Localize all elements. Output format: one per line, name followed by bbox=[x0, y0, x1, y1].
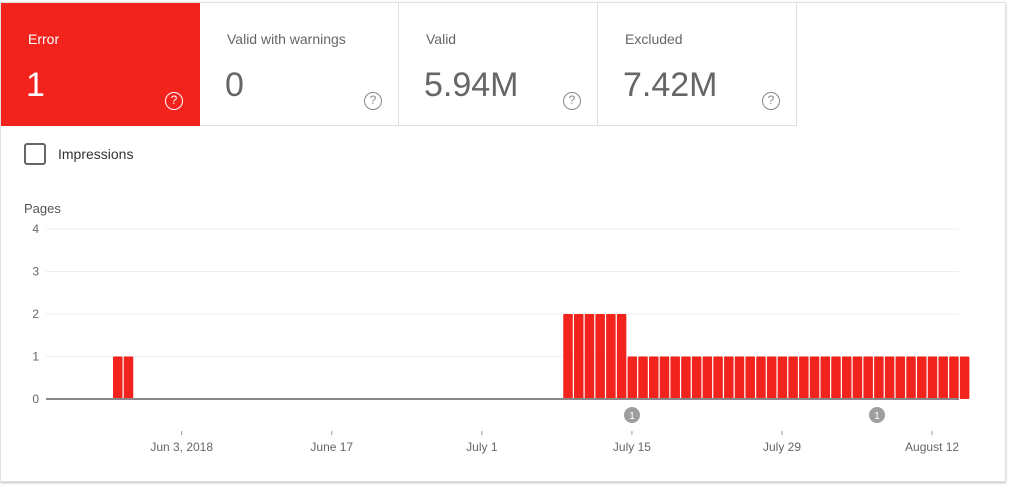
tile-label: Error bbox=[28, 31, 60, 47]
x-tick-label: July 1 bbox=[466, 440, 498, 454]
x-tick-label: July 15 bbox=[613, 440, 651, 454]
bar[interactable] bbox=[595, 314, 605, 399]
status-tiles: Error 1 ? Valid with warnings 0 ? Valid … bbox=[1, 3, 797, 126]
bar[interactable] bbox=[606, 314, 616, 399]
tile-value: 5.94M bbox=[424, 66, 519, 104]
bar[interactable] bbox=[745, 356, 755, 400]
bar[interactable] bbox=[563, 314, 573, 399]
bar[interactable] bbox=[927, 356, 938, 400]
impressions-checkbox[interactable] bbox=[24, 143, 46, 165]
bar[interactable] bbox=[649, 356, 659, 400]
annotation-label: 1 bbox=[629, 411, 635, 422]
y-tick-label: 0 bbox=[32, 392, 39, 406]
bar[interactable] bbox=[831, 356, 841, 400]
bar[interactable] bbox=[809, 356, 820, 400]
tile-error[interactable]: Error 1 ? bbox=[1, 3, 200, 126]
y-axis-label: Pages bbox=[24, 201, 61, 216]
y-tick-label: 4 bbox=[32, 222, 39, 236]
bar[interactable] bbox=[756, 356, 766, 400]
bar[interactable] bbox=[123, 356, 134, 400]
bar[interactable] bbox=[713, 356, 723, 400]
tile-excluded[interactable]: Excluded 7.42M ? bbox=[598, 3, 797, 126]
bar[interactable] bbox=[895, 356, 906, 400]
bar[interactable] bbox=[627, 356, 638, 400]
tile-label: Excluded bbox=[625, 31, 683, 47]
tile-valid-with-warnings[interactable]: Valid with warnings 0 ? bbox=[200, 3, 399, 126]
bar[interactable] bbox=[949, 356, 959, 400]
bar[interactable] bbox=[799, 356, 809, 400]
bar[interactable] bbox=[766, 356, 777, 400]
bar[interactable] bbox=[884, 356, 895, 400]
bar[interactable] bbox=[691, 356, 702, 400]
bar[interactable] bbox=[681, 356, 691, 400]
x-tick-label: July 29 bbox=[763, 440, 801, 454]
bar[interactable] bbox=[584, 314, 595, 399]
impressions-label: Impressions bbox=[58, 146, 134, 162]
x-tick-label: August 12 bbox=[905, 440, 959, 454]
help-icon[interactable]: ? bbox=[762, 92, 780, 110]
bar[interactable] bbox=[938, 356, 948, 400]
bar[interactable] bbox=[788, 356, 798, 400]
annotation-label: 1 bbox=[874, 411, 880, 422]
y-tick-label: 1 bbox=[32, 350, 39, 364]
impressions-toggle[interactable]: Impressions bbox=[24, 143, 133, 165]
help-icon[interactable]: ? bbox=[563, 92, 581, 110]
tile-label: Valid with warnings bbox=[227, 31, 346, 47]
pages-bar-chart: 0 1 2 3 4 Jun 3, 2018 June 17 July 1 July 15 July… bbox=[32, 222, 970, 454]
x-tick-label: Jun 3, 2018 bbox=[150, 440, 213, 454]
bar[interactable] bbox=[777, 356, 788, 400]
bar[interactable] bbox=[734, 356, 745, 400]
bar[interactable] bbox=[702, 356, 713, 400]
tile-value: 1 bbox=[26, 66, 45, 104]
annotation-marker[interactable] bbox=[869, 407, 885, 423]
tile-label: Valid bbox=[426, 31, 457, 47]
bar[interactable] bbox=[852, 356, 863, 400]
bar[interactable] bbox=[906, 356, 916, 400]
x-tick-label: June 17 bbox=[310, 440, 353, 454]
bar[interactable] bbox=[820, 356, 831, 400]
bar[interactable] bbox=[573, 314, 584, 399]
bar[interactable] bbox=[638, 356, 648, 400]
annotation-marker[interactable] bbox=[624, 407, 640, 423]
help-icon[interactable]: ? bbox=[165, 92, 183, 110]
y-tick-label: 3 bbox=[32, 265, 39, 279]
help-icon[interactable]: ? bbox=[364, 92, 382, 110]
bar[interactable] bbox=[959, 356, 970, 400]
bar[interactable] bbox=[841, 356, 852, 400]
bar[interactable] bbox=[724, 356, 734, 400]
bar[interactable] bbox=[659, 356, 670, 400]
bar[interactable] bbox=[874, 356, 884, 400]
y-tick-label: 2 bbox=[32, 307, 39, 321]
bar[interactable] bbox=[616, 314, 627, 399]
tile-value: 0 bbox=[225, 66, 244, 104]
bar[interactable] bbox=[863, 356, 873, 400]
bar[interactable] bbox=[670, 356, 680, 400]
tile-valid[interactable]: Valid 5.94M ? bbox=[399, 3, 598, 126]
tile-value: 7.42M bbox=[623, 66, 718, 104]
bar[interactable] bbox=[917, 356, 927, 400]
bar[interactable] bbox=[113, 356, 123, 400]
